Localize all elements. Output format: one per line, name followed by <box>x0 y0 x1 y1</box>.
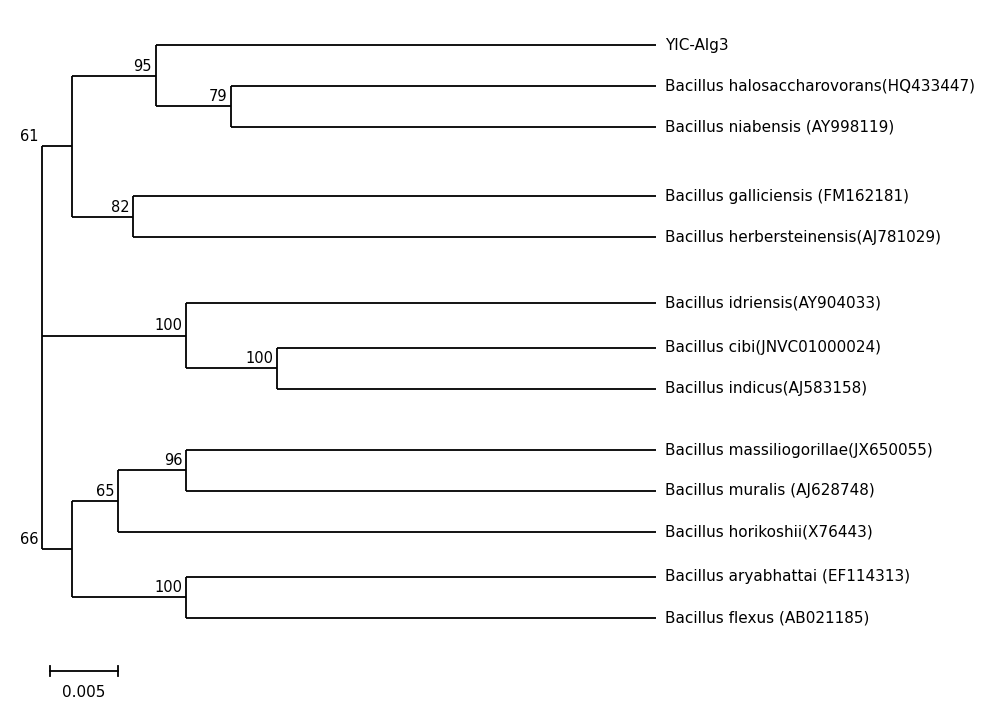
Text: Bacillus galliciensis (FM162181): Bacillus galliciensis (FM162181) <box>665 189 909 204</box>
Text: Bacillus horikoshii(X76443): Bacillus horikoshii(X76443) <box>665 524 873 539</box>
Text: 61: 61 <box>20 130 38 144</box>
Text: 79: 79 <box>209 90 228 105</box>
Text: Bacillus cibi(JNVC01000024): Bacillus cibi(JNVC01000024) <box>665 340 881 355</box>
Text: 0.005: 0.005 <box>62 685 105 700</box>
Text: Bacillus flexus (AB021185): Bacillus flexus (AB021185) <box>665 610 869 625</box>
Text: Bacillus aryabhattai (EF114313): Bacillus aryabhattai (EF114313) <box>665 569 910 584</box>
Text: 65: 65 <box>96 484 114 499</box>
Text: Bacillus massiliogorillae(JX650055): Bacillus massiliogorillae(JX650055) <box>665 442 933 458</box>
Text: 100: 100 <box>154 319 182 334</box>
Text: Bacillus halosaccharovorans(HQ433447): Bacillus halosaccharovorans(HQ433447) <box>665 79 975 94</box>
Text: Bacillus muralis (AJ628748): Bacillus muralis (AJ628748) <box>665 483 875 498</box>
Text: 66: 66 <box>20 532 38 547</box>
Text: 100: 100 <box>245 351 273 366</box>
Text: Bacillus indicus(AJ583158): Bacillus indicus(AJ583158) <box>665 381 867 396</box>
Text: YIC-Alg3: YIC-Alg3 <box>665 37 729 52</box>
Text: 96: 96 <box>164 453 182 468</box>
Text: 82: 82 <box>111 200 129 215</box>
Text: Bacillus idriensis(AY904033): Bacillus idriensis(AY904033) <box>665 295 881 310</box>
Text: 95: 95 <box>133 59 152 74</box>
Text: Bacillus niabensis (AY998119): Bacillus niabensis (AY998119) <box>665 120 894 135</box>
Text: 100: 100 <box>154 580 182 595</box>
Text: Bacillus herbersteinensis(AJ781029): Bacillus herbersteinensis(AJ781029) <box>665 230 941 245</box>
